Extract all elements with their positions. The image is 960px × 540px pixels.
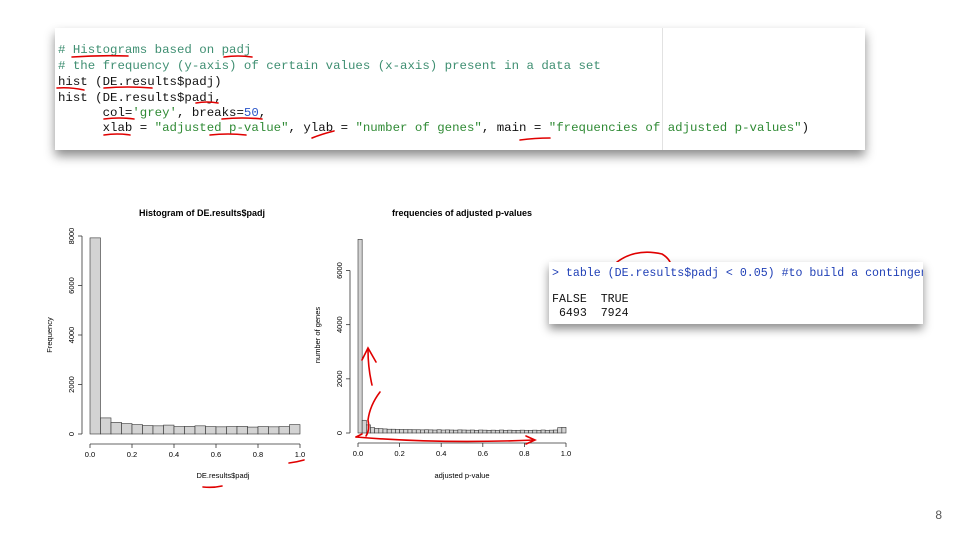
y-axis-label: number of genes [313, 307, 322, 364]
y-tick-label: 0 [335, 431, 344, 435]
curve-mark [365, 391, 381, 437]
underline-mark [195, 101, 219, 104]
y-tick-label: 4000 [335, 316, 344, 333]
x-tick-label: 0.0 [353, 449, 363, 458]
bars [357, 239, 567, 434]
axes: 0.0 0.2 0.4 0.6 0.8 1.0 0 2000 4000 6000 8000 [67, 228, 305, 459]
x-tick-label: 0.2 [394, 449, 404, 458]
underline-mark [209, 133, 247, 136]
code-token-number: 50 [243, 106, 259, 120]
underline-mark [288, 459, 305, 464]
histogram-adjusted-p-values: frequencies of adjusted p-values number … [313, 208, 571, 480]
underline-mark [519, 137, 551, 141]
code-line-6: xlab = "adjusted p-value", ylab = "numbe… [58, 121, 809, 135]
code-token-string: "frequencies of adjusted p-values" [548, 121, 802, 135]
code-token-string: 'grey' [132, 106, 177, 120]
arrow-up-mark [367, 349, 373, 386]
y-tick-label: 2000 [67, 376, 76, 393]
underline-mark [103, 86, 153, 89]
code-token: xlab = [58, 121, 155, 135]
x-tick-label: 0.2 [127, 450, 137, 459]
arrow-head-mark [525, 435, 537, 445]
underline-mark [56, 86, 85, 91]
underline-mark [103, 133, 131, 136]
y-tick-label: 8000 [67, 228, 76, 245]
code-line-4: hist (DE.results$padj, [58, 91, 222, 105]
y-tick-label: 0 [67, 432, 76, 436]
code-token: , ylab = [288, 121, 356, 135]
console-command: > table (DE.results$padj < 0.05) #to bui… [552, 267, 923, 280]
r-console-panel: > table (DE.results$padj < 0.05) #to bui… [549, 262, 923, 324]
arrow-head-mark [361, 346, 377, 363]
x-axis-label: DE.results$padj [197, 471, 250, 480]
code-token: col= [58, 106, 133, 120]
histogram-bar [289, 424, 301, 435]
x-axis-label: adjusted p-value [434, 471, 489, 480]
y-tick-label: 2000 [335, 370, 344, 387]
x-tick-label: 0.4 [169, 450, 179, 459]
y-tick-label: 6000 [67, 277, 76, 294]
histogram-bar [89, 237, 101, 435]
y-tick-label: 6000 [335, 262, 344, 279]
chart-title: Histogram of DE.results$padj [139, 208, 265, 218]
code-token-string: "number of genes" [355, 121, 482, 135]
code-token: , main = [481, 121, 549, 135]
x-tick-label: 0.4 [436, 449, 446, 458]
histogram-bar [561, 427, 567, 434]
code-token: ) [801, 121, 810, 135]
underline-mark [223, 55, 253, 58]
x-tick-label: 0.6 [211, 450, 221, 459]
chart-title: frequencies of adjusted p-values [392, 208, 532, 218]
x-tick-label: 1.0 [295, 450, 305, 459]
table-counts-row: 6493 7924 [552, 307, 629, 320]
code-token-string: "adjusted p-value" [154, 121, 289, 135]
page-number: 8 [935, 508, 942, 522]
underline-mark [221, 117, 263, 120]
underline-mark [202, 485, 223, 489]
x-tick-label: 1.0 [561, 449, 571, 458]
red-underline-marks [56, 54, 551, 141]
axes: 0.0 0.2 0.4 0.6 0.8 1.0 0 2000 4000 6000 [335, 262, 571, 458]
code-token: , [258, 106, 267, 120]
code-line-1: # Histograms based on padj [58, 43, 252, 57]
code-editor-panel: # Histograms based on padj # the frequen… [55, 28, 865, 150]
code-line-3: hist (DE.results$padj) [58, 75, 222, 89]
arrow-head-mark [355, 433, 363, 438]
table-header-row: FALSE TRUE [552, 293, 629, 306]
underline-mark [71, 54, 129, 58]
editor-margin-line [662, 28, 663, 150]
x-tick-label: 0.6 [478, 449, 488, 458]
x-tick-label: 0.0 [85, 450, 95, 459]
bars [89, 237, 301, 435]
code-line-5: col='grey', breaks=50, [58, 106, 267, 120]
y-tick-label: 4000 [67, 327, 76, 344]
y-axis-label: Frequency [45, 317, 54, 353]
x-tick-label: 0.8 [519, 449, 529, 458]
code-token: , breaks= [176, 106, 244, 120]
histogram-bar [357, 239, 363, 434]
histogram-padj: Histogram of DE.results$padj Frequency D… [45, 208, 305, 480]
underline-mark [103, 117, 135, 120]
code-line-2: # the frequency (y-axis) of certain valu… [58, 59, 601, 73]
underline-mark [311, 130, 335, 139]
x-tick-label: 0.8 [253, 450, 263, 459]
arrow-right-mark [355, 436, 535, 443]
